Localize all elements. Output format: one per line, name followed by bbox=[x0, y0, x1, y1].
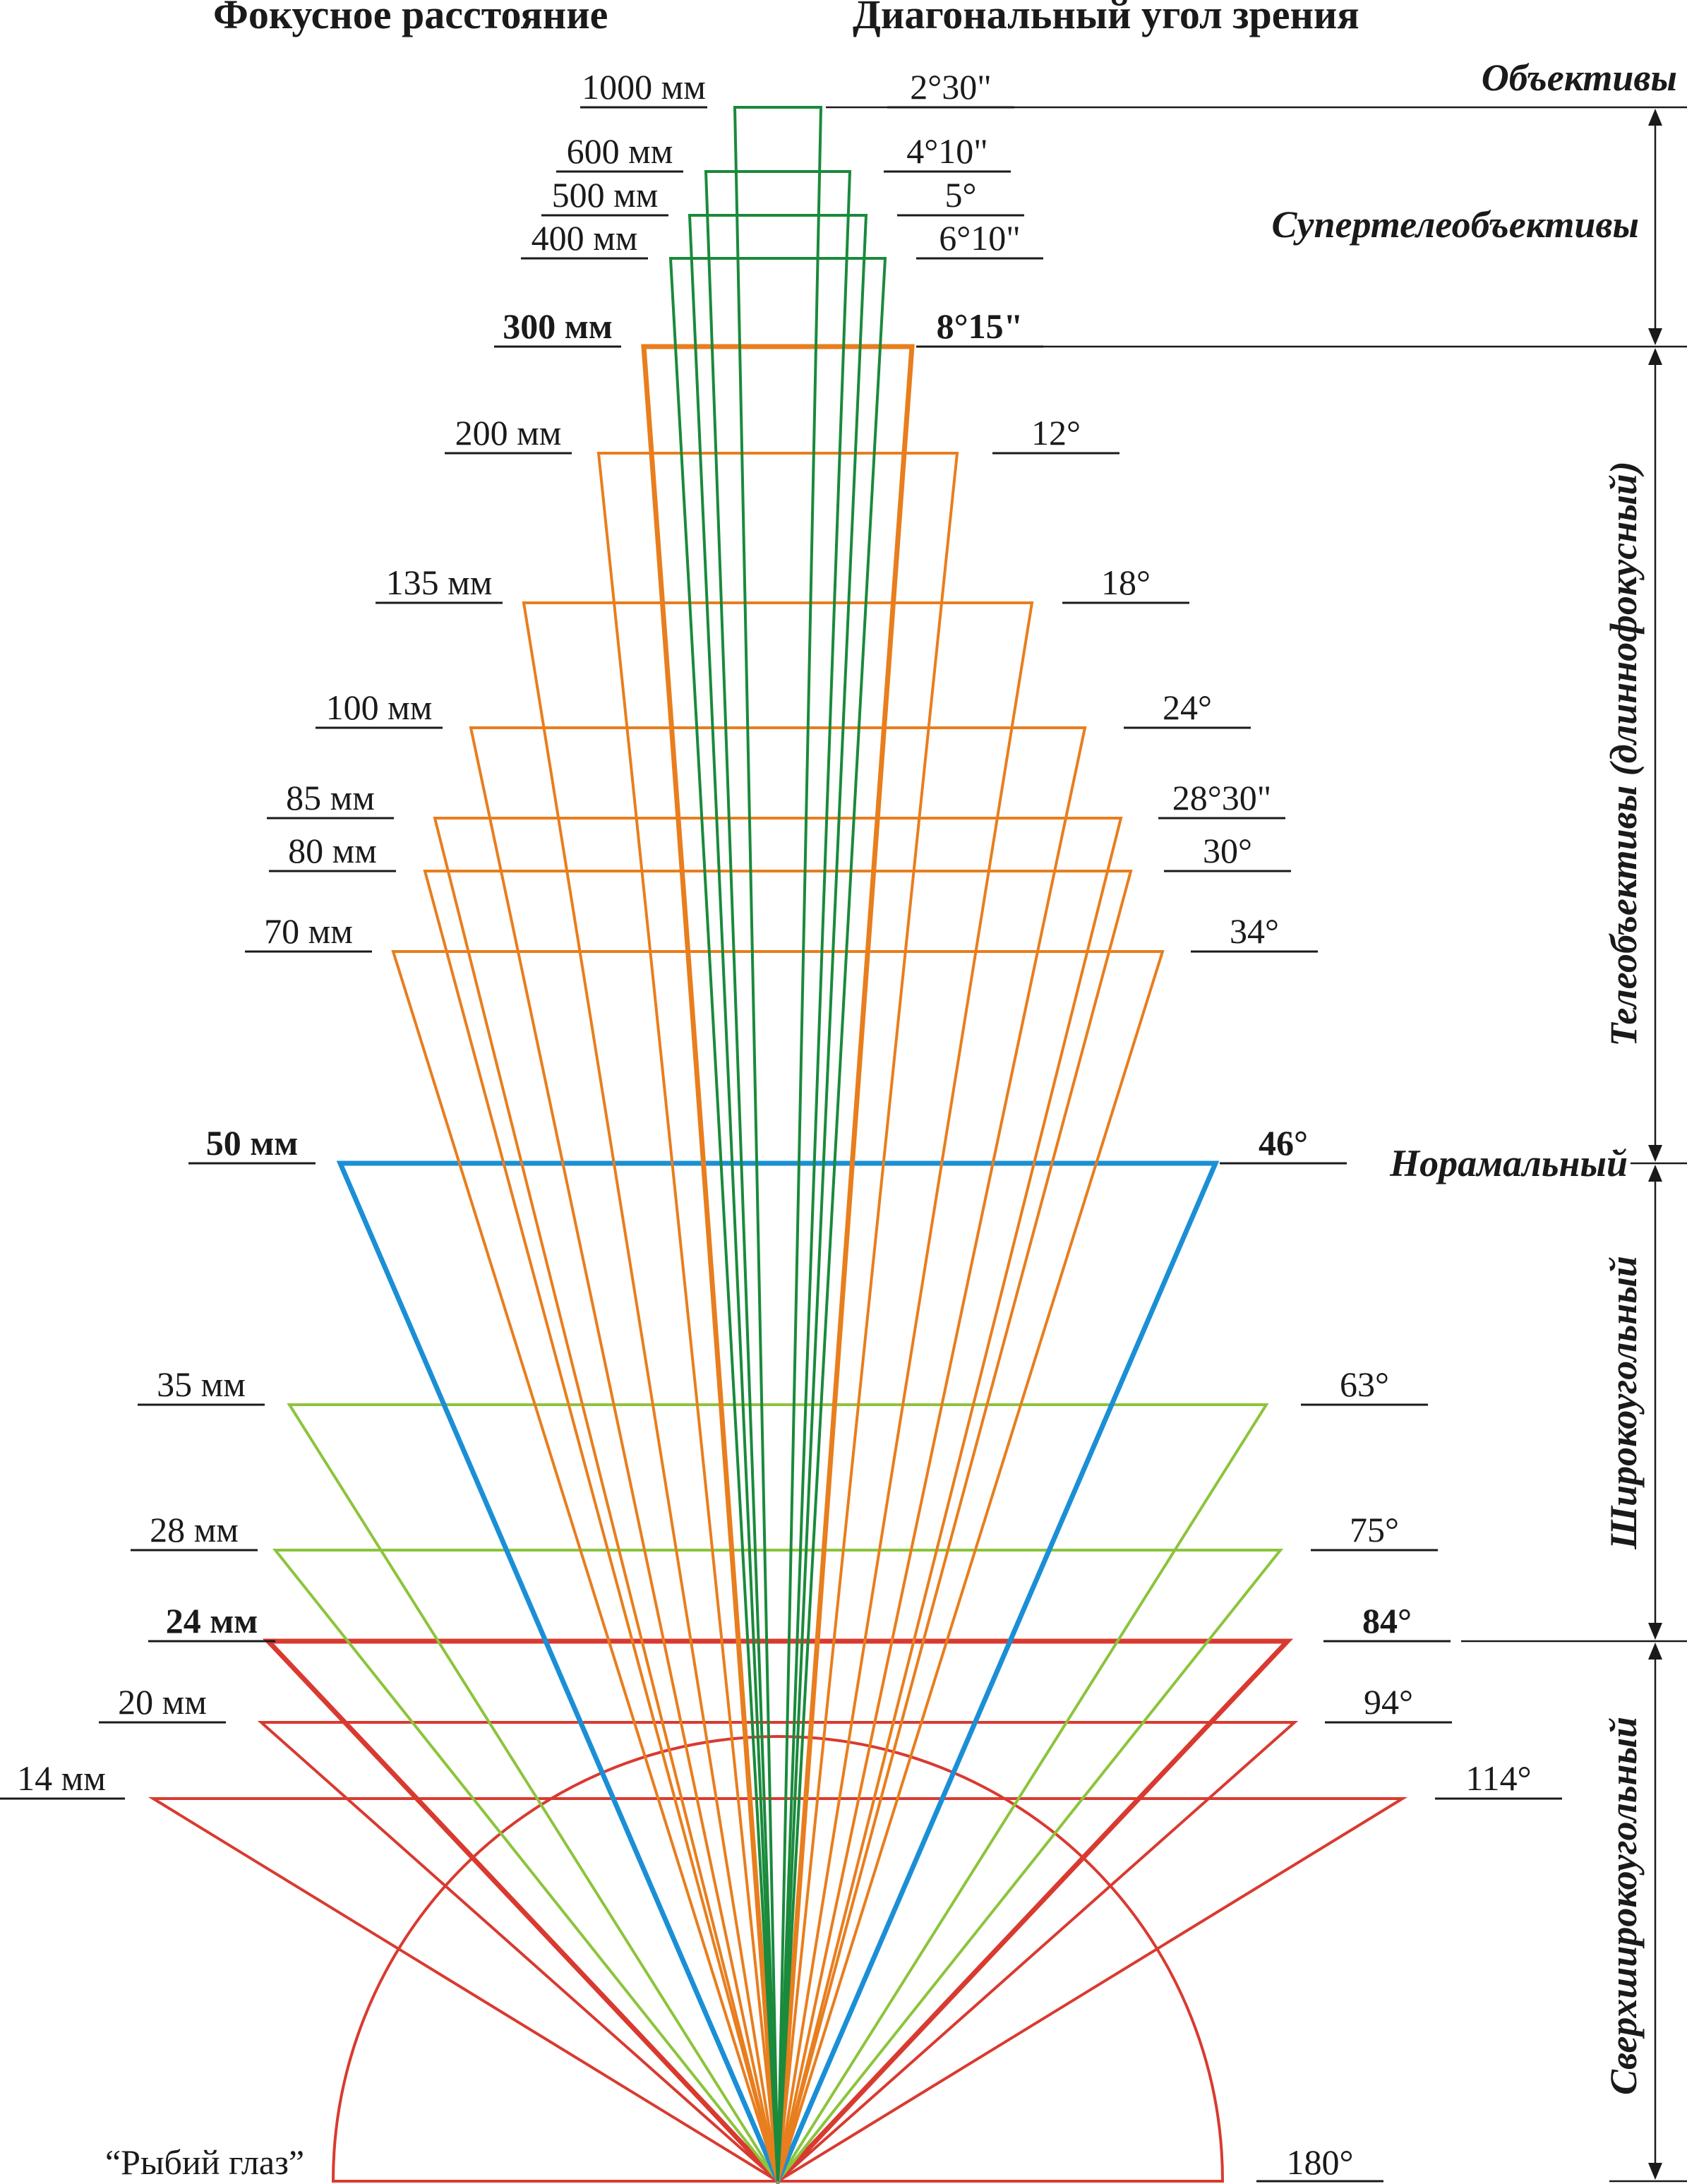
focal-length-label: 400 мм bbox=[532, 218, 638, 258]
focal-length-label: 100 мм bbox=[326, 688, 433, 727]
lens-fan-1000-мм bbox=[733, 106, 823, 2182]
view-angle-header: Диагональный угол зрения bbox=[853, 0, 1359, 37]
lens-fan-85-мм bbox=[433, 817, 1123, 2182]
view-angle-label: 12° bbox=[1031, 413, 1081, 452]
category-ultrawide: Сверхширокоугольный bbox=[1602, 1717, 1645, 2095]
view-angle-label: 114° bbox=[1465, 1758, 1531, 1798]
lens-fan-200-мм bbox=[596, 452, 959, 2182]
focal-length-label: 600 мм bbox=[567, 131, 673, 171]
focal-length-label: 200 мм bbox=[455, 413, 562, 452]
view-angle-label: 5° bbox=[945, 175, 977, 215]
lens-fan-28-мм bbox=[272, 1549, 1284, 2184]
lens-labels: 1000 мм 2°30" 600 мм 4°10" 500 мм 5° 400 мм 6°1… bbox=[0, 67, 1562, 2183]
focal-length-label: 24 мм bbox=[166, 1601, 258, 1640]
lens-fan-20-мм bbox=[257, 1721, 1299, 2183]
view-angle-label: 63° bbox=[1340, 1364, 1389, 1404]
focal-length-label: 300 мм bbox=[503, 306, 613, 346]
focal-length-label: 28 мм bbox=[150, 1510, 239, 1549]
lens-fan-35-мм bbox=[287, 1403, 1269, 2184]
fisheye-semicircle bbox=[331, 1735, 1225, 2183]
ultrawide-range-arrow bbox=[1648, 1643, 1662, 2180]
view-angle-label: 94° bbox=[1364, 1682, 1413, 1722]
focal-length-label: 80 мм bbox=[288, 831, 377, 870]
lens-fan-400-мм bbox=[668, 257, 887, 2182]
fisheye-angle-label: 180° bbox=[1287, 2142, 1354, 2182]
view-angle-label: 34° bbox=[1230, 911, 1279, 951]
lens-fan-100-мм bbox=[469, 726, 1087, 2182]
view-angle-label: 30° bbox=[1203, 831, 1252, 870]
view-angle-label: 6°10" bbox=[939, 218, 1020, 258]
focal-length-label: 14 мм bbox=[17, 1758, 106, 1798]
view-angle-label: 18° bbox=[1101, 563, 1151, 602]
lens-fan-70-мм bbox=[391, 950, 1165, 2184]
category-wide: Широкоугольный bbox=[1602, 1256, 1645, 1550]
lens-fan-500-мм bbox=[688, 214, 868, 2182]
lens-fan-80-мм bbox=[423, 870, 1133, 2184]
fisheye-label: “Рыбий глаз” bbox=[105, 2142, 304, 2182]
lens-fan-135-мм bbox=[522, 601, 1034, 2182]
focal-length-label: 50 мм bbox=[206, 1123, 299, 1163]
focal-length-label: 500 мм bbox=[552, 175, 659, 215]
view-angle-label: 75° bbox=[1350, 1510, 1399, 1549]
view-angle-label: 2°30" bbox=[910, 67, 991, 107]
category-scale: Объективы Супертелеобъективы Телеобъекти… bbox=[826, 56, 1687, 2183]
view-angle-label: 4°10" bbox=[906, 131, 987, 171]
view-angle-label: 46° bbox=[1259, 1123, 1308, 1163]
lens-fan-24-мм bbox=[262, 1638, 1294, 2184]
lens-fan-600-мм bbox=[704, 170, 852, 2182]
focal-length-header: Фокусное расстояние bbox=[213, 0, 608, 37]
lens-fan-14-мм bbox=[148, 1797, 1408, 2183]
view-angle-label: 24° bbox=[1163, 688, 1212, 727]
lens-fan-300-мм bbox=[641, 344, 915, 2182]
wide-range-arrow bbox=[1648, 1165, 1662, 1640]
view-angle-label: 28°30" bbox=[1172, 778, 1271, 817]
focal-length-label: 70 мм bbox=[264, 911, 353, 951]
lens-fans bbox=[148, 106, 1408, 2184]
view-angle-label: 84° bbox=[1362, 1601, 1412, 1640]
focal-length-label: 20 мм bbox=[118, 1682, 207, 1722]
focal-length-label: 85 мм bbox=[286, 778, 375, 817]
focal-length-label: 35 мм bbox=[157, 1364, 246, 1404]
focal-length-label: 135 мм bbox=[386, 563, 493, 602]
view-angle-label: 8°15" bbox=[937, 306, 1023, 346]
category-tele: Телеобъективы (длиннофокусный) bbox=[1602, 461, 1645, 1046]
supertele-range-arrow bbox=[1648, 109, 1662, 345]
lens-fan-50-мм bbox=[336, 1160, 1220, 2184]
tele-range-arrow bbox=[1648, 348, 1662, 1162]
category-normal: Норамальный bbox=[1389, 1142, 1628, 1184]
focal-length-label: 1000 мм bbox=[582, 67, 706, 107]
category-supertele: Супертелеобъективы bbox=[1272, 203, 1639, 246]
category-lenses: Объективы bbox=[1482, 56, 1677, 99]
